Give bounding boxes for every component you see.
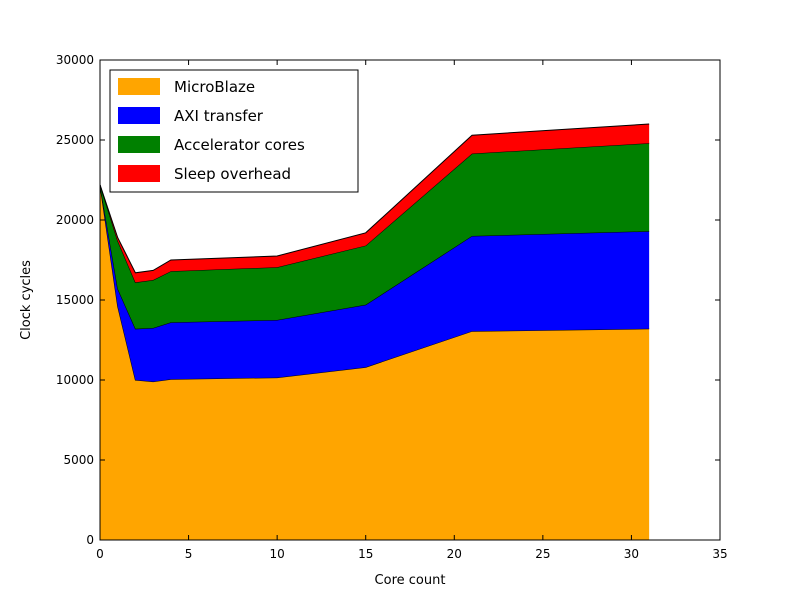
area-accelerator-cores — [100, 143, 650, 329]
legend-swatch — [118, 165, 160, 182]
area-axi-transfer — [100, 184, 650, 382]
x-tick-label: 25 — [535, 547, 550, 561]
chart-areas — [99, 123, 650, 541]
x-tick-label: 5 — [185, 547, 193, 561]
x-tick-label: 10 — [270, 547, 285, 561]
plot-frame — [99, 59, 721, 541]
area-sleep-overhead — [100, 124, 650, 283]
legend: MicroBlaze AXI transfer Accelerator cores S… — [109, 69, 359, 193]
x-tick-label: 30 — [624, 547, 639, 561]
legend-swatch — [118, 136, 160, 153]
x-tick-label: 20 — [447, 547, 462, 561]
y-tick-label: 20000 — [56, 213, 94, 227]
legend-label: Accelerator cores — [174, 136, 305, 154]
y-axis-label: Clock cycles — [19, 260, 34, 340]
axis-ticks: 0 5 10 15 20 25 30 35 0 5000 10000 15000 20000 25000 3… — [56, 53, 728, 561]
x-tick-label: 15 — [358, 547, 373, 561]
x-tick-label: 0 — [96, 547, 104, 561]
y-tick-label: 15000 — [56, 293, 94, 307]
y-tick-label: 10000 — [56, 373, 94, 387]
legend-swatch — [118, 107, 160, 124]
legend-swatch — [118, 78, 160, 95]
area-edge-sleep-overhead — [99, 123, 650, 274]
legend-label: MicroBlaze — [174, 78, 255, 96]
y-tick-label: 25000 — [56, 133, 94, 147]
y-tick-label: 0 — [86, 533, 94, 547]
x-tick-label: 35 — [712, 547, 727, 561]
legend-label: Sleep overhead — [174, 165, 291, 183]
x-axis-label: Core count — [375, 573, 446, 588]
y-tick-label: 30000 — [56, 53, 94, 67]
y-tick-label: 5000 — [63, 453, 94, 467]
legend-label: AXI transfer — [174, 107, 264, 125]
area-microblaze — [100, 184, 650, 541]
